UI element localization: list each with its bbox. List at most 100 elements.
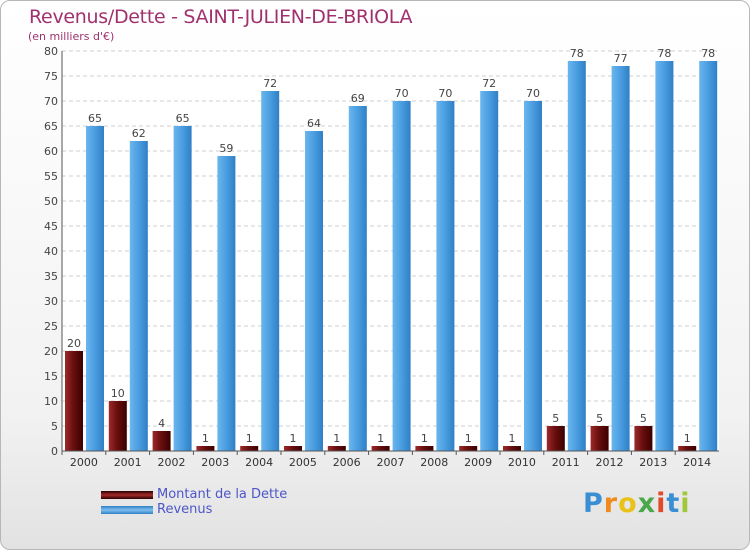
logo-letter: x bbox=[637, 488, 657, 519]
y-tick-label: 55 bbox=[44, 170, 58, 183]
data-label-debt: 1 bbox=[202, 432, 209, 445]
bar-revenus bbox=[524, 101, 542, 451]
data-label-debt: 1 bbox=[684, 432, 691, 445]
x-tick-label: 2014 bbox=[683, 456, 711, 469]
logo-letter: t bbox=[666, 488, 681, 519]
bar-debt bbox=[284, 446, 302, 451]
x-tick-label: 2010 bbox=[508, 456, 536, 469]
x-tick-label: 2000 bbox=[70, 456, 98, 469]
bar-revenus bbox=[392, 101, 411, 451]
data-label-debt: 10 bbox=[111, 387, 125, 400]
logo-letter: P bbox=[583, 488, 604, 519]
y-tick-label: 30 bbox=[44, 295, 58, 308]
y-tick-label: 45 bbox=[44, 220, 58, 233]
data-label-debt: 5 bbox=[596, 412, 603, 425]
x-tick-label: 2005 bbox=[289, 456, 317, 469]
y-tick-label: 35 bbox=[44, 270, 58, 283]
bar-revenus bbox=[480, 91, 499, 451]
data-label-debt: 5 bbox=[640, 412, 647, 425]
bar-debt bbox=[678, 446, 697, 451]
x-tick-label: 2009 bbox=[464, 456, 492, 469]
bar-revenus bbox=[129, 141, 148, 451]
bar-debt bbox=[196, 446, 215, 451]
bar-debt bbox=[503, 446, 521, 451]
data-label-debt: 1 bbox=[421, 432, 428, 445]
y-tick-label: 20 bbox=[44, 345, 58, 358]
bar-debt bbox=[65, 351, 83, 451]
bar-revenus bbox=[611, 66, 630, 451]
data-label-revenus: 62 bbox=[132, 127, 146, 140]
y-tick-label: 0 bbox=[51, 445, 58, 458]
data-label-revenus: 77 bbox=[614, 52, 628, 65]
y-tick-label: 10 bbox=[44, 395, 58, 408]
bar-debt bbox=[415, 446, 434, 451]
y-tick-label: 50 bbox=[44, 195, 58, 208]
x-tick-label: 2003 bbox=[201, 456, 229, 469]
data-label-debt: 4 bbox=[158, 417, 165, 430]
legend-swatch-debt bbox=[101, 491, 153, 499]
y-tick-label: 40 bbox=[44, 245, 58, 258]
bar-revenus bbox=[86, 126, 104, 451]
data-label-debt: 20 bbox=[67, 337, 81, 350]
x-tick-label: 2011 bbox=[552, 456, 580, 469]
x-tick-label: 2006 bbox=[333, 456, 361, 469]
bar-revenus bbox=[217, 156, 236, 451]
logo-letter: r bbox=[603, 488, 619, 519]
x-tick-label: 2004 bbox=[245, 456, 273, 469]
data-label-debt: 5 bbox=[552, 412, 559, 425]
logo-letter: i bbox=[680, 488, 691, 519]
chart-subtitle: (en milliers d'€) bbox=[28, 30, 115, 43]
data-label-revenus: 78 bbox=[657, 47, 671, 60]
data-label-revenus: 69 bbox=[351, 92, 365, 105]
data-label-debt: 1 bbox=[377, 432, 384, 445]
y-tick-label: 70 bbox=[44, 95, 58, 108]
legend-label-debt: Montant de la Dette bbox=[157, 487, 288, 502]
y-tick-label: 5 bbox=[51, 420, 58, 433]
legend-label-revenus: Revenus bbox=[157, 502, 213, 517]
y-tick-label: 80 bbox=[44, 45, 58, 58]
proxiti-logo: Proxiti bbox=[583, 488, 691, 519]
x-tick-label: 2008 bbox=[420, 456, 448, 469]
data-label-debt: 1 bbox=[290, 432, 297, 445]
bar-debt bbox=[371, 446, 390, 451]
data-label-debt: 1 bbox=[465, 432, 472, 445]
bar-revenus bbox=[348, 106, 367, 451]
logo-letter: i bbox=[656, 488, 667, 519]
data-label-revenus: 64 bbox=[307, 117, 321, 130]
x-tick-label: 2013 bbox=[639, 456, 667, 469]
x-tick-label: 2001 bbox=[114, 456, 142, 469]
data-label-revenus: 59 bbox=[219, 142, 233, 155]
y-tick-label: 75 bbox=[44, 70, 58, 83]
bar-debt bbox=[590, 426, 609, 451]
chart-title: Revenus/Dette - SAINT-JULIEN-DE-BRIOLA bbox=[29, 6, 413, 28]
bar-revenus bbox=[173, 126, 192, 451]
bar-debt bbox=[546, 426, 565, 451]
bar-revenus bbox=[567, 61, 586, 451]
data-label-revenus: 78 bbox=[701, 47, 715, 60]
data-label-debt: 1 bbox=[333, 432, 340, 445]
bar-debt bbox=[634, 426, 653, 451]
x-tick-label: 2012 bbox=[596, 456, 624, 469]
data-label-debt: 1 bbox=[246, 432, 253, 445]
logo-letter: o bbox=[618, 488, 638, 519]
bar-revenus bbox=[655, 61, 674, 451]
bar-debt bbox=[327, 446, 346, 451]
y-tick-label: 25 bbox=[44, 320, 58, 333]
x-tick-label: 2007 bbox=[377, 456, 405, 469]
bar-debt bbox=[152, 431, 171, 451]
data-label-revenus: 65 bbox=[88, 112, 102, 125]
y-tick-label: 60 bbox=[44, 145, 58, 158]
data-label-debt: 1 bbox=[509, 432, 516, 445]
data-label-revenus: 78 bbox=[570, 47, 584, 60]
data-label-revenus: 72 bbox=[263, 77, 277, 90]
bar-debt bbox=[108, 401, 127, 451]
y-tick-label: 15 bbox=[44, 370, 58, 383]
bar-revenus bbox=[261, 91, 280, 451]
data-label-revenus: 72 bbox=[482, 77, 496, 90]
bar-debt bbox=[459, 446, 478, 451]
y-tick-label: 65 bbox=[44, 120, 58, 133]
legend-swatch-revenus bbox=[101, 506, 153, 514]
bar-revenus bbox=[699, 61, 718, 451]
